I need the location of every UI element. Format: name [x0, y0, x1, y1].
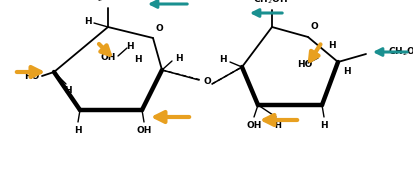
Text: O: O: [203, 78, 210, 87]
Text: CH$_2$OH: CH$_2$OH: [252, 0, 287, 6]
Text: H: H: [74, 126, 82, 135]
Text: H: H: [84, 18, 92, 27]
Text: HO: HO: [24, 72, 40, 81]
Text: OH: OH: [136, 126, 151, 135]
Text: O: O: [310, 22, 318, 31]
Text: H: H: [126, 42, 133, 52]
Text: H: H: [175, 55, 182, 64]
Text: OH: OH: [246, 121, 261, 130]
Text: CH$_2$COOR: CH$_2$COOR: [83, 0, 132, 4]
Text: O: O: [156, 24, 164, 33]
Text: HO: HO: [297, 61, 312, 70]
Text: H: H: [219, 55, 226, 64]
Text: H: H: [328, 41, 335, 50]
Text: H: H: [319, 121, 327, 130]
Text: H: H: [274, 121, 281, 130]
Text: CH$_2$OH: CH$_2$OH: [387, 46, 413, 58]
Text: H: H: [342, 67, 350, 76]
Text: H: H: [134, 55, 142, 64]
Text: H: H: [64, 86, 71, 95]
Text: OH: OH: [100, 54, 116, 63]
